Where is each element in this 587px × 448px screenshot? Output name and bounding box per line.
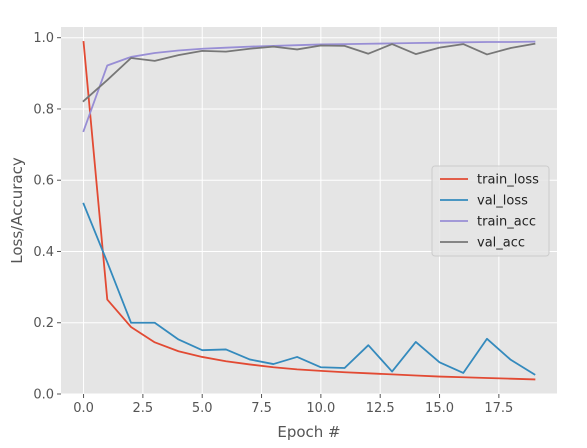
x-axis-label: Epoch # xyxy=(277,423,340,441)
legend-label: train_acc xyxy=(477,215,536,230)
series-lines xyxy=(82,40,536,381)
x-tick-label: 15.0 xyxy=(425,401,454,416)
legend-label: val_acc xyxy=(477,236,525,251)
legend-label: train_loss xyxy=(477,173,539,188)
legend: train_loss val_loss train_acc val_acc xyxy=(431,165,550,257)
series-line-val-loss xyxy=(82,202,536,376)
y-tick-label: 0.0 xyxy=(33,388,54,403)
series-line-train-acc xyxy=(82,40,536,133)
x-tick-label: 7.5 xyxy=(251,401,272,416)
x-tick-label: 12.5 xyxy=(366,401,395,416)
y-tick-label: 0.8 xyxy=(33,102,54,117)
x-tick-label: 17.5 xyxy=(484,401,513,416)
y-axis-label: Loss/Accuracy xyxy=(8,157,26,264)
y-tick-label: 0.2 xyxy=(33,316,54,331)
y-tick-label: 1.0 xyxy=(33,31,54,46)
legend-label: val_loss xyxy=(477,194,528,209)
series-line-val-acc xyxy=(82,42,536,103)
y-axis-ticks: 0.0 0.2 0.4 0.6 0.8 1.0 xyxy=(33,31,61,403)
y-tick-label: 0.4 xyxy=(33,245,54,260)
series-line-train-loss xyxy=(82,40,536,381)
x-tick-label: 5.0 xyxy=(192,401,213,416)
legend-box xyxy=(431,165,550,257)
x-tick-label: 0.0 xyxy=(73,401,94,416)
y-tick-label: 0.6 xyxy=(33,174,54,189)
x-tick-label: 10.0 xyxy=(306,401,335,416)
x-tick-label: 2.5 xyxy=(133,401,154,416)
x-axis-ticks: 0.0 2.5 5.0 7.5 10.0 12.5 15.0 17.5 xyxy=(73,394,513,416)
